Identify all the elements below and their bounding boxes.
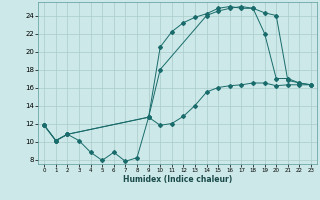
X-axis label: Humidex (Indice chaleur): Humidex (Indice chaleur) <box>123 175 232 184</box>
